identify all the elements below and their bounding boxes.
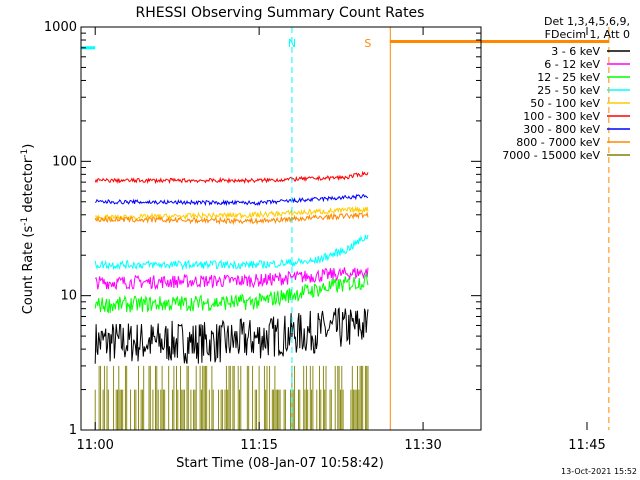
plot-frame	[80, 26, 482, 431]
x-tick-label-1100: 11:00	[76, 438, 113, 453]
legend-12-25-kev-label: 12 - 25 keV	[537, 71, 600, 84]
legend-3-6-kev-label: 3 - 6 keV	[551, 45, 600, 58]
legend-7000-15000-kev-label: 7000 - 15000 keV	[502, 149, 600, 162]
timestamp: 13-Oct-2021 15:52	[561, 467, 637, 476]
series-12-25-kev-segment-1	[94, 272, 369, 314]
legend-800-7000-kev-label: 800 - 7000 keV	[516, 136, 600, 149]
y-tick-label-1000: 1000	[44, 20, 77, 35]
legend-25-50-kev-label: 25 - 50 keV	[537, 84, 600, 97]
legend-header-line-2: FDecim 1, Att 0	[545, 28, 630, 41]
legend-300-800-kev-label: 300 - 800 keV	[523, 123, 600, 136]
series-6-12-kev-segment-1	[94, 267, 369, 291]
y-tick-label-100: 100	[52, 154, 77, 169]
series-3-6-kev-segment-1	[94, 307, 369, 364]
series-50-100-kev-segment-1	[94, 205, 369, 222]
annotation-s: S	[364, 37, 371, 50]
y-axis-label: Count Rate (s-1 detector-1)	[20, 144, 36, 315]
legend-100-300-kev-label: 100 - 300 keV	[523, 110, 600, 123]
series-300-800-kev-segment-1	[94, 194, 369, 207]
chart-title: RHESSI Observing Summary Count Rates	[136, 5, 425, 21]
y-axis-label-part-2: -1	[20, 217, 30, 226]
y-tick-label-1: 1	[69, 423, 77, 438]
legend-50-100-kev-label: 50 - 100 keV	[530, 97, 600, 110]
plot-series-group	[94, 170, 369, 430]
legend-6-12-kev-label: 6 - 12 keV	[544, 58, 600, 71]
series-800-7000-kev-segment-1	[94, 211, 369, 226]
x-tick-label-1115: 11:15	[240, 438, 277, 453]
x-tick-label-1130: 11:30	[404, 438, 441, 453]
annotation-n: N	[288, 37, 296, 50]
axes-group: 11:0011:1511:3011:4512:0012:1512:3011010…	[44, 20, 606, 453]
legend-header-line-1: Det 1,3,4,5,6,9,	[544, 15, 630, 28]
y-axis-label-part-1: Count Rate (s	[21, 226, 36, 315]
y-axis-label-part-5: )	[21, 144, 36, 149]
x-tick-label-1145: 11:45	[568, 438, 605, 453]
x-axis-label: Start Time (08-Jan-07 10:58:42)	[176, 456, 384, 471]
series-7000-15000-kev-segment-1	[94, 365, 369, 430]
legend: Det 1,3,4,5,6,9, FDecim 1, Att 0 3 - 6 k…	[502, 15, 630, 162]
y-axis-label-part-3: detector	[21, 157, 36, 217]
series-25-50-kev-segment-1	[94, 234, 369, 271]
series-100-300-kev-segment-1	[94, 170, 369, 185]
y-tick-label-10: 10	[60, 289, 77, 304]
y-axis-label-part-4: -1	[20, 149, 30, 158]
